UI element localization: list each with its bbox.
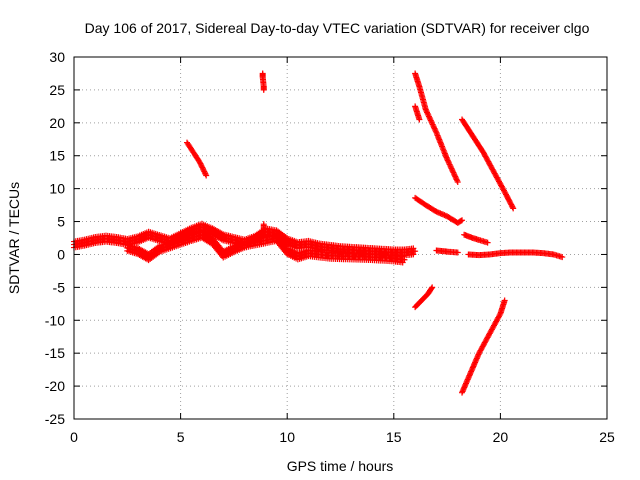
y-tick-labels: -25 -20 -15 -10 -5 0 5 10 15 20 25 30 [45,49,65,427]
data-point [453,176,460,183]
plot-frame [73,56,608,420]
data-point [484,239,491,246]
x-tick-labels: 0 5 10 15 20 25 [70,429,615,445]
data-point [447,164,454,171]
y-tick-label: 30 [49,49,65,65]
x-tick-label: 5 [177,429,185,445]
x-tick-label: 10 [279,429,295,445]
data-point [450,169,457,176]
y-tick-label: -15 [45,345,65,361]
data-point [429,121,436,128]
data-point [429,284,436,291]
data-point [416,116,423,123]
data-points [71,70,566,396]
data-point [450,170,457,177]
data-point [459,217,466,224]
data-point [430,124,437,131]
data-point [457,217,464,224]
data-point [426,114,433,121]
data-point [424,109,431,116]
data-point [429,120,436,127]
data-point [496,312,503,319]
data-point [425,113,432,120]
data-point [399,259,406,266]
data-point [509,204,516,211]
data-point [423,108,430,115]
data-point [432,126,439,133]
data-point [197,160,204,167]
data-point [198,163,205,170]
data-point [447,162,454,169]
data-point [452,173,459,180]
data-point [449,168,456,175]
data-point [559,254,566,261]
data-point [410,245,417,252]
data-point [454,177,461,184]
y-tick-label: 5 [57,214,65,230]
data-point [431,125,438,132]
y-tick-label: -25 [45,411,65,427]
data-point [452,174,459,181]
data-point [510,205,517,212]
data-point [200,167,207,174]
data-point [501,297,508,304]
x-axis-label: GPS time / hours [287,458,394,474]
y-tick-label: 15 [49,148,65,164]
data-point [454,179,461,186]
data-point [446,161,453,168]
data-point [432,128,439,135]
x-tick-label: 15 [386,429,402,445]
data-point [422,106,429,113]
y-axis-label: SDTVAR / TECUs [6,182,22,294]
data-point [399,253,406,260]
y-tick-label: -5 [53,279,66,295]
y-tick-label: -10 [45,312,65,328]
data-point [451,172,458,179]
data-point [427,117,434,124]
data-point [428,285,435,292]
data-point [202,171,209,178]
data-point [201,168,208,175]
y-tick-label: 20 [49,115,65,131]
data-point [445,160,452,167]
data-point [196,159,203,166]
data-point [424,110,431,117]
data-point [410,251,417,258]
data-point [198,161,205,168]
y-tick-label: 10 [49,181,65,197]
data-point [444,156,451,163]
data-point [260,86,267,93]
data-point [199,164,206,171]
x-tick-label: 20 [493,429,509,445]
data-point [454,249,461,256]
data-point [449,166,456,173]
x-tick-label: 25 [599,429,615,445]
data-point [203,172,210,179]
chart-title: Day 106 of 2017, Sidereal Day-to-day VTE… [85,20,590,36]
data-point [444,157,451,164]
data-point [201,169,208,176]
y-tick-label: 25 [49,82,65,98]
y-tick-label: 0 [57,246,65,262]
data-point [428,118,435,125]
data-point [445,158,452,165]
data-point [430,122,437,129]
data-point [448,165,455,172]
data-point [427,116,434,123]
data-point [425,112,432,119]
y-tick-label: -20 [45,378,65,394]
data-point [199,165,206,172]
x-tick-label: 0 [70,429,78,445]
